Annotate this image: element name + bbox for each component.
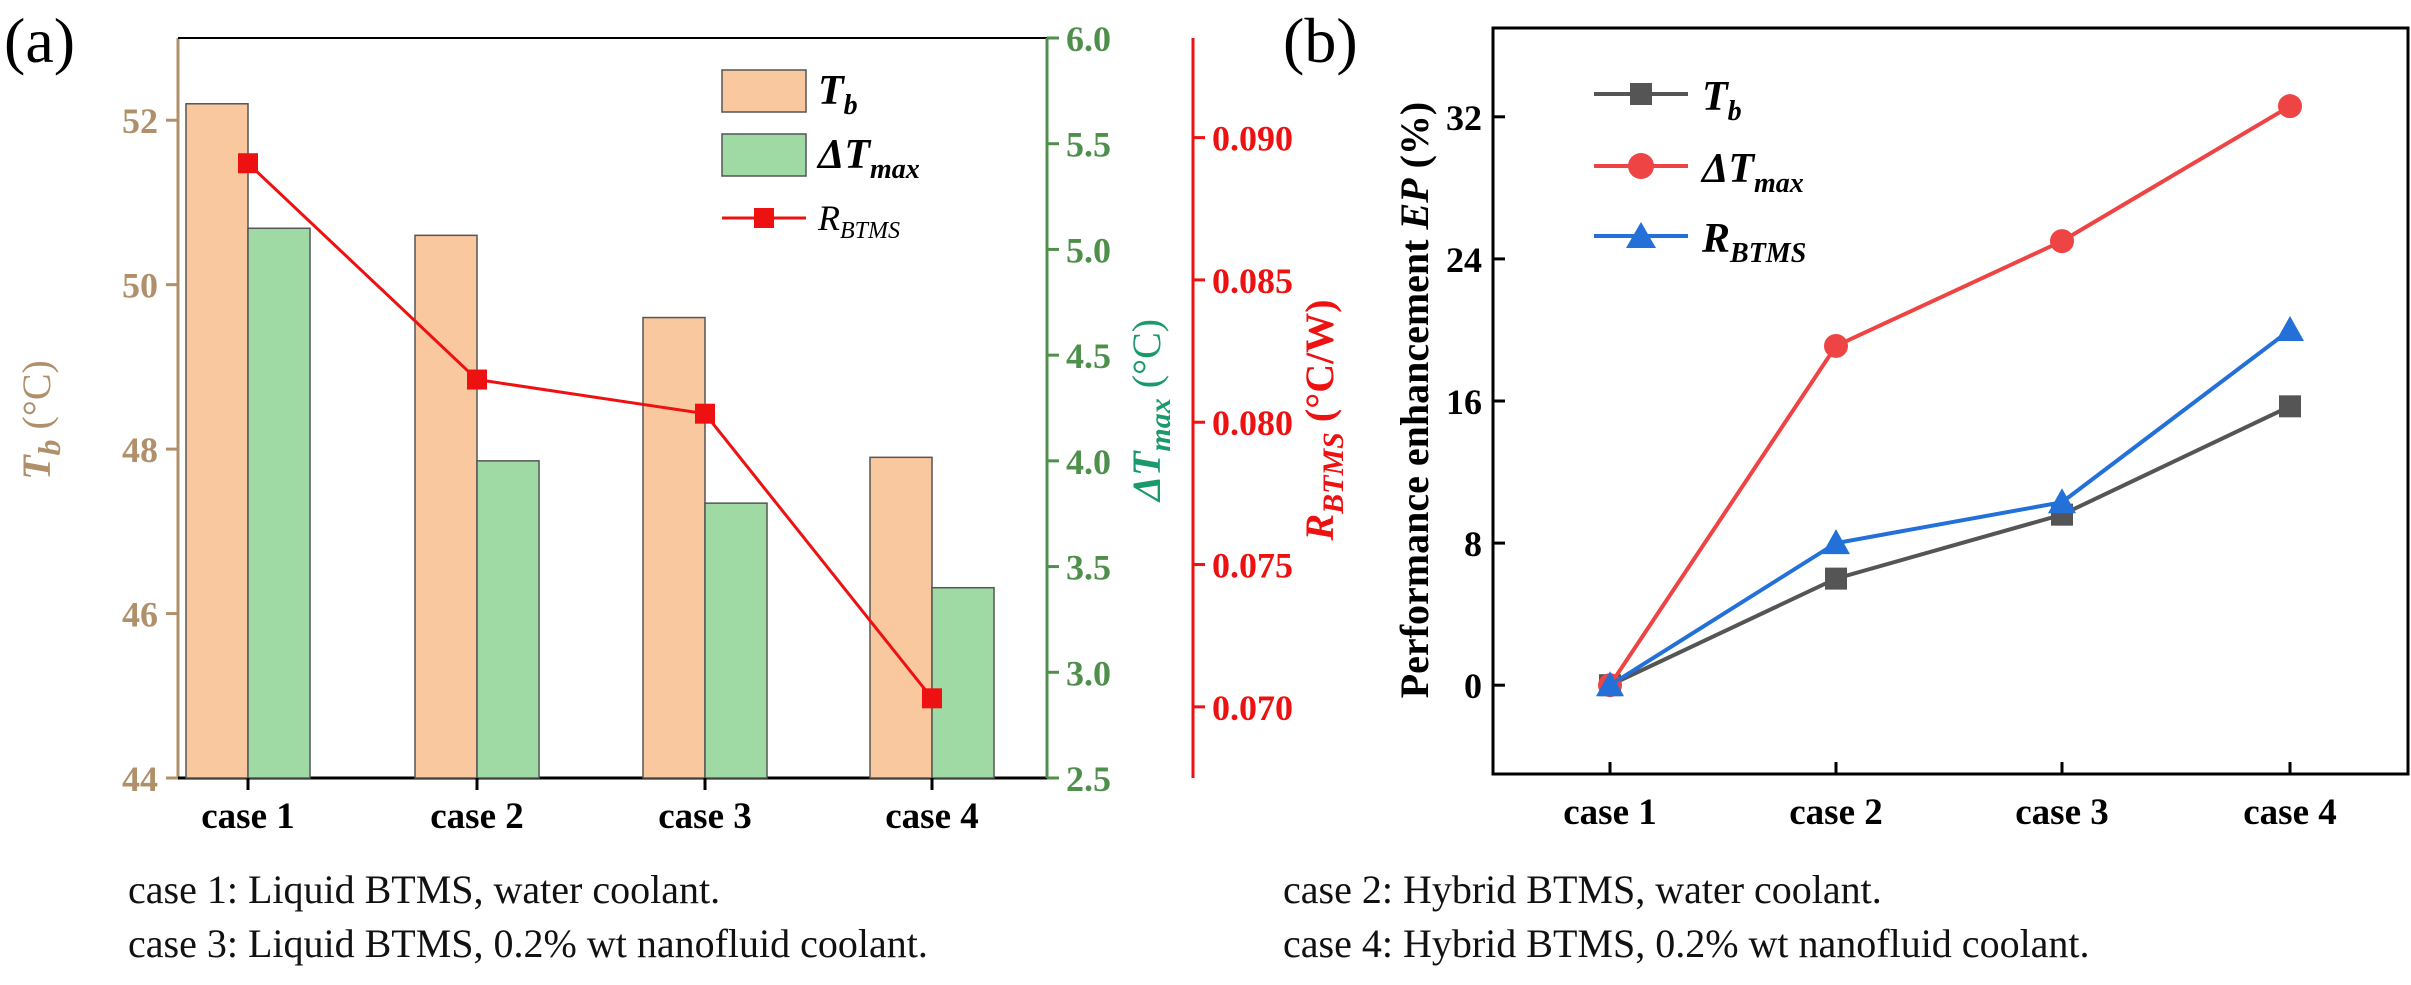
left-axis-title: Tb (°C) [14,360,67,480]
legend-b-dtmax-label: ΔTmax [1700,146,1804,199]
left-axis-title-sub: b [31,439,67,455]
right-axis-dtmax-title-main: ΔT [1124,450,1169,503]
bar-dtmax-2 [476,460,540,779]
right-axis-rbtms-title-unit: (°C/W) [1297,299,1342,432]
legend-a-dtmax-swatch [721,133,807,177]
marker-ep-triangle-3 [2048,488,2076,514]
right-axis-rbtms-title-sub: BTMS [1317,432,1350,515]
right-axis-rbtms-title-main: R [1297,514,1342,542]
legend-b-rbtms-marker [1626,222,1656,248]
caption-case-2: case 2: Hybrid BTMS, water coolant. [1283,867,1882,912]
right1-tick-label: 5.0 [1066,230,1111,270]
left-tick-label: 44 [122,759,158,799]
b-x-tick-label: case 2 [1789,792,1883,833]
panel-b-label: (b) [1283,5,1358,76]
b-y-tick-label: 0 [1464,666,1482,706]
right2-tick-label: 0.085 [1212,261,1293,301]
marker-ep-square-4 [2279,395,2301,418]
left-tick-label: 52 [122,101,158,141]
panel-b-plot-frame [1491,26,2410,776]
b-y-tick-label: 8 [1464,524,1482,564]
marker-rbtms-3 [695,403,715,424]
marker-rbtms-2 [467,369,487,390]
bar-tb-4 [869,456,933,779]
b-y-tick-label: 24 [1446,240,1482,280]
legend-b-tb-marker [1630,83,1652,105]
bar-dtmax-1 [247,227,311,779]
line-rbtms [246,162,934,700]
panel-a-chart: 44 46 48 50 52 2.5 3.0 3.5 4.0 4.5 5.0 5.5 6.0 0.07… [14,19,1350,837]
line-ep-circle [1608,104,2292,687]
legend-a-rbtms-label: RBTMS [817,198,900,244]
right2-tick-label: 0.075 [1212,546,1293,586]
right2-tick-label: 0.070 [1212,688,1293,728]
legend-a-tb-label: Tb [818,68,858,121]
marker-rbtms-1 [238,153,258,174]
right2-tick-label: 0.090 [1212,119,1293,159]
right1-tick-label: 6.0 [1066,19,1111,59]
a-x-tick-label: case 3 [658,796,752,837]
line-ep-triangle [1608,328,2292,687]
panel-b-chart: 0 8 16 24 32 case 1 case 2 case 3 case 4 Perfor… [1392,26,2410,833]
a-x-tick-label: case 1 [201,796,295,837]
line-ep-square [1609,404,2291,687]
bar-dtmax-4 [931,586,995,779]
right1-tick-label: 4.5 [1066,336,1111,376]
marker-ep-triangle-2 [1822,529,1850,555]
b-x-tick-label: case 3 [2015,792,2109,833]
panel-a-label: (a) [4,5,75,76]
marker-ep-circle-2 [1824,333,1848,358]
legend-b-dtmax-marker [1628,153,1654,179]
marker-ep-circle-4 [2278,94,2302,119]
left-tick-label: 50 [122,266,158,306]
right-axis-rbtms-title: RBTMS (°C/W) [1297,299,1350,541]
marker-ep-triangle-1 [1596,671,1624,697]
legend-b: Tb ΔTmax RBTMS [1594,74,1806,269]
legend-b-tb-label: Tb [1702,74,1742,127]
right-axis-dtmax-title-unit: (°C) [1124,319,1169,398]
left-axis-title-main: T [14,454,59,480]
right1-tick-label: 3.0 [1066,653,1111,693]
caption-case-1: case 1: Liquid BTMS, water coolant. [128,867,721,912]
right1-tick-label: 2.5 [1066,759,1111,799]
left-tick-label: 48 [122,430,158,470]
legend-a: Tb ΔTmax RBTMS [721,68,920,244]
right1-tick-label: 5.5 [1066,125,1111,165]
left-tick-label: 46 [122,595,158,635]
left-axis-title-unit: (°C) [14,360,59,439]
panel-b-y-axis-title: Performance enhancement EP (%) [1392,102,1437,699]
right1-tick-label: 3.5 [1066,548,1111,588]
bar-tb-3 [642,316,706,779]
a-x-tick-label: case 2 [430,796,524,837]
legend-a-rbtms-marker [754,208,774,228]
right2-tick-label: 0.080 [1212,403,1293,443]
b-y-tick-label: 16 [1446,382,1482,422]
bar-dtmax-3 [704,502,768,779]
b-x-tick-label: case 4 [2243,792,2337,833]
marker-ep-triangle-4 [2276,315,2304,341]
b-y-tick-label: 32 [1446,98,1482,138]
marker-rbtms-4 [922,688,942,709]
legend-a-dtmax-label: ΔTmax [816,132,920,185]
b-x-tick-label: case 1 [1563,792,1657,833]
marker-ep-square-2 [1825,567,1847,590]
caption-case-4: case 4: Hybrid BTMS, 0.2% wt nanofluid c… [1283,921,2090,966]
caption-case-3: case 3: Liquid BTMS, 0.2% wt nanofluid c… [128,921,928,966]
right-axis-dtmax-title-sub: max [1144,398,1177,451]
bar-tb-2 [414,234,478,779]
a-x-tick-label: case 4 [885,796,979,837]
right-axis-dtmax-title: ΔTmax (°C) [1124,319,1177,503]
legend-b-rbtms-label: RBTMS [1701,216,1806,269]
bar-tb-1 [185,103,249,779]
right1-tick-label: 4.0 [1066,442,1111,482]
legend-a-tb-swatch [721,69,807,113]
marker-ep-circle-3 [2050,229,2074,254]
